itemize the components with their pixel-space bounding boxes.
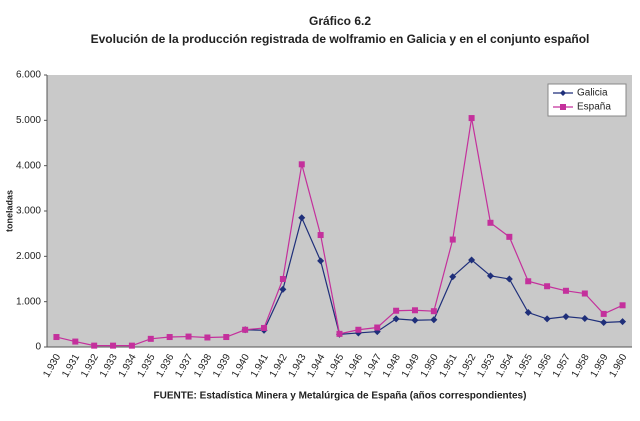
point [430, 316, 438, 324]
point [147, 335, 154, 342]
x-tick-label: 1.950 [419, 352, 441, 380]
x-tick-label: 1.940 [230, 352, 252, 380]
point [166, 334, 173, 341]
point [562, 287, 569, 294]
legend-marker [560, 90, 566, 96]
x-tick-label: 1.941 [249, 352, 271, 380]
x-tick-label: 1.935 [136, 352, 158, 380]
y-axis-label: toneladas [4, 190, 14, 232]
x-tick-label: 1.955 [513, 352, 535, 380]
x-tick-label: 1.930 [41, 352, 63, 380]
x-tick-label: 1.942 [268, 352, 290, 380]
legend [547, 83, 627, 117]
x-tick-label: 1.939 [211, 352, 233, 380]
point [430, 308, 437, 315]
x-tick-label: 1.944 [305, 352, 327, 380]
point [279, 285, 287, 293]
x-tick-label: 1.951 [438, 352, 460, 380]
y-tick-label: 1.000 [16, 296, 41, 307]
point [298, 214, 306, 222]
legend-label: Galicia [577, 88, 608, 99]
point [355, 326, 362, 333]
point [317, 257, 325, 265]
point [449, 236, 456, 243]
point [544, 283, 551, 290]
point [411, 316, 419, 324]
point [204, 334, 211, 341]
point [336, 330, 343, 337]
point [600, 319, 608, 327]
point [298, 161, 305, 168]
y-tick-label: 5.000 [16, 115, 41, 126]
point [392, 315, 400, 323]
x-tick-label: 1.945 [324, 352, 346, 380]
x-tick-label: 1.943 [287, 352, 309, 380]
x-tick-label: 1.933 [98, 352, 120, 380]
x-tick-label: 1.960 [607, 352, 629, 380]
point [468, 115, 475, 122]
x-tick-label: 1.957 [551, 352, 573, 380]
point [411, 307, 418, 314]
point [486, 272, 494, 280]
point [525, 278, 532, 285]
point [619, 302, 626, 309]
point [524, 309, 532, 317]
point [72, 338, 79, 345]
chart-subtitle: Evolución de la producción registrada de… [91, 32, 590, 46]
point [242, 326, 249, 333]
x-tick-label: 1.938 [192, 352, 214, 380]
point [468, 256, 476, 264]
point [506, 233, 513, 240]
y-tick-label: 4.000 [16, 160, 41, 171]
point [393, 307, 400, 314]
chart-title: Gráfico 6.2 [309, 14, 371, 28]
x-tick-label: 1.934 [117, 352, 139, 380]
point [110, 342, 117, 349]
y-tick-label: 0 [35, 342, 41, 353]
plot-area [47, 75, 632, 347]
x-tick-label: 1.954 [494, 352, 516, 380]
point [128, 342, 135, 349]
point [449, 273, 457, 281]
source-note: FUENTE: Estadística Minera y Metalúrgica… [154, 391, 527, 402]
point [91, 342, 98, 349]
point [223, 334, 230, 341]
legend-marker [560, 104, 566, 110]
point [505, 275, 513, 283]
point [581, 290, 588, 297]
x-tick-label: 1.931 [60, 352, 82, 380]
point [543, 315, 551, 323]
point [600, 310, 607, 317]
x-tick-label: 1.959 [589, 352, 611, 380]
point [619, 318, 627, 326]
x-tick-label: 1.958 [570, 352, 592, 380]
point [279, 276, 286, 282]
point [53, 334, 60, 341]
point [581, 314, 589, 322]
y-tick-label: 3.000 [16, 206, 41, 217]
x-tick-label: 1.946 [343, 352, 365, 380]
x-tick-label: 1.953 [475, 352, 497, 380]
x-tick-label: 1.948 [381, 352, 403, 380]
x-tick-label: 1.952 [456, 352, 478, 380]
x-tick-label: 1.947 [362, 352, 384, 380]
point [374, 324, 381, 331]
legend-label: España [577, 102, 611, 113]
x-tick-label: 1.956 [532, 352, 554, 380]
x-tick-label: 1.949 [400, 352, 422, 380]
point [487, 219, 494, 226]
point [562, 313, 570, 321]
y-tick-label: 2.000 [16, 251, 41, 262]
point [185, 333, 192, 340]
y-tick-label: 6.000 [16, 70, 41, 81]
point [261, 324, 268, 331]
x-tick-label: 1.936 [155, 352, 177, 380]
x-tick-label: 1.937 [173, 352, 195, 380]
x-tick-label: 1.932 [79, 352, 101, 380]
point [317, 232, 324, 239]
